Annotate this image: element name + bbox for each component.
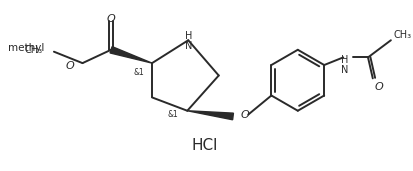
Text: &1: &1	[167, 110, 178, 119]
Text: O: O	[107, 14, 116, 24]
Text: O: O	[241, 110, 249, 120]
Text: methyl: methyl	[8, 43, 45, 53]
Text: H
N: H N	[340, 55, 348, 75]
Polygon shape	[110, 47, 152, 63]
Polygon shape	[187, 111, 233, 120]
Text: &1: &1	[134, 68, 145, 77]
Text: CH₃: CH₃	[394, 30, 412, 41]
Text: O: O	[65, 61, 74, 71]
Text: H
N: H N	[185, 31, 192, 51]
Text: HCl: HCl	[191, 139, 218, 154]
Text: CH₃: CH₃	[24, 45, 43, 55]
Text: O: O	[374, 82, 383, 92]
